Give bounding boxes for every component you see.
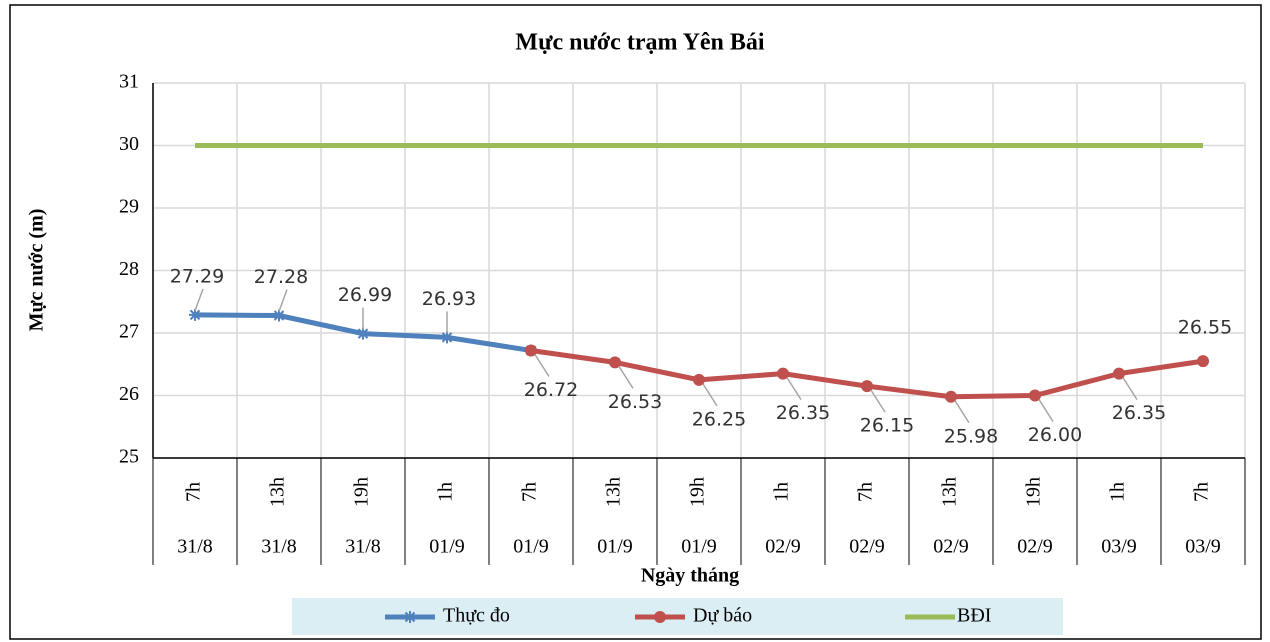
leader-line <box>534 354 550 377</box>
legend-marker <box>404 611 416 623</box>
x-group-label: 03/9 <box>1185 536 1221 558</box>
point <box>945 390 957 403</box>
leader-line <box>1122 377 1138 401</box>
point <box>525 344 537 357</box>
point <box>273 309 285 322</box>
data-label: 26.25 <box>692 408 746 430</box>
leader-line <box>618 365 634 389</box>
point <box>189 308 201 321</box>
x-tick-label: 1h <box>435 482 457 502</box>
leader-line <box>194 288 204 312</box>
y-tick-label: 29 <box>119 196 139 218</box>
x-group-label: 01/9 <box>597 536 633 558</box>
x-group-label: 01/9 <box>681 536 717 558</box>
data-label: 26.15 <box>860 415 914 437</box>
x-group-label: 02/9 <box>933 536 969 558</box>
point <box>693 373 705 386</box>
x-tick-label: 7h <box>1191 482 1213 502</box>
data-label: 26.00 <box>1028 424 1082 446</box>
x-group-label: 01/9 <box>429 536 465 558</box>
x-tick-label: 19h <box>351 477 373 507</box>
x-tick-label: 13h <box>603 477 625 507</box>
y-tick-label: 31 <box>119 71 139 93</box>
x-tick-label: 7h <box>183 482 205 502</box>
legend-label: Dự báo <box>693 605 752 627</box>
x-tick-label: 19h <box>687 477 709 507</box>
x-tick-label: 13h <box>267 477 289 507</box>
leader-line <box>702 383 718 407</box>
x-tick-label: 1h <box>1107 482 1129 502</box>
point <box>777 367 789 380</box>
leader-line <box>1038 399 1054 422</box>
data-label: 27.28 <box>254 266 308 288</box>
point <box>441 331 453 344</box>
data-label: 26.35 <box>1112 402 1166 424</box>
legend-marker <box>654 611 666 623</box>
data-label: 26.55 <box>1178 317 1232 339</box>
leader-line <box>786 377 802 401</box>
y-tick-label: 28 <box>119 258 139 280</box>
y-tick-label: 26 <box>119 383 139 405</box>
leader-line <box>954 400 970 424</box>
y-tick-label: 30 <box>119 133 139 155</box>
legend-label: BĐI <box>957 605 991 627</box>
point <box>1113 367 1125 380</box>
x-tick-label: 13h <box>939 477 961 507</box>
x-group-label: 31/8 <box>261 536 297 558</box>
point <box>357 327 369 340</box>
point <box>1029 389 1041 402</box>
data-label: 25.98 <box>944 425 998 447</box>
chart-border <box>9 4 1262 640</box>
y-tick-label: 27 <box>119 321 139 343</box>
x-group-label: 01/9 <box>513 536 549 558</box>
data-label: 27.29 <box>170 265 224 287</box>
data-label: 26.72 <box>524 379 578 401</box>
legend-label: Thực đo <box>443 605 510 627</box>
data-label: 26.53 <box>608 391 662 413</box>
x-group-label: 31/8 <box>177 536 213 558</box>
x-group-label: 02/9 <box>1017 536 1053 558</box>
data-label: 26.93 <box>422 288 476 310</box>
x-group-label: 31/8 <box>345 536 381 558</box>
x-tick-label: 7h <box>519 482 541 502</box>
chart-title: Mực nước trạm Yên Bái <box>515 30 764 56</box>
x-group-label: 02/9 <box>765 536 801 558</box>
x-tick-label: 19h <box>1023 477 1045 507</box>
point <box>861 380 873 393</box>
y-axis-title: Mực nước (m) <box>26 209 48 332</box>
leader-line <box>278 289 288 312</box>
x-group-label: 02/9 <box>849 536 885 558</box>
point <box>1197 355 1209 368</box>
data-label: 26.35 <box>776 402 830 424</box>
y-tick-label: 25 <box>119 446 139 468</box>
x-tick-label: 1h <box>771 482 793 502</box>
x-tick-label: 7h <box>855 482 877 502</box>
x-group-label: 03/9 <box>1101 536 1137 558</box>
data-label: 26.99 <box>338 284 392 306</box>
leader-line <box>870 389 886 413</box>
point <box>609 356 621 369</box>
x-axis-title: Ngày tháng <box>641 565 739 587</box>
